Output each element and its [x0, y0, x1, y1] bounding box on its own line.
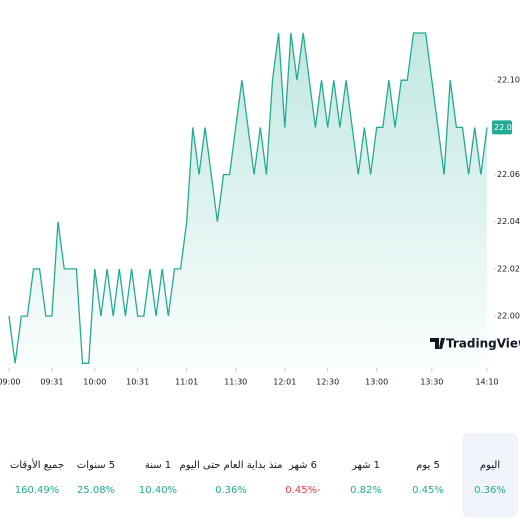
- period[interactable]: 5 يوم 0.45%: [412, 460, 444, 496]
- period[interactable]: 6 شهر 0.45%-: [285, 460, 321, 496]
- y-tick-label: 22.00: [497, 312, 520, 321]
- x-tick-label: 10:31: [126, 378, 149, 387]
- period[interactable]: جميع الأوقات 160.49%: [10, 458, 64, 496]
- x-tick-label: 11:01: [175, 378, 198, 387]
- period-value: 25.08%: [77, 485, 115, 496]
- period-value: 0.45%-: [285, 485, 321, 496]
- x-tick-label: 11:30: [224, 378, 247, 387]
- x-tick-label: 13:00: [365, 378, 388, 387]
- period-value: 0.82%: [350, 485, 382, 496]
- period[interactable]: اليوم 0.36%: [462, 433, 518, 517]
- period-label: منذ بداية العام حتى اليوم: [180, 460, 283, 471]
- period-value: 160.49%: [15, 485, 60, 496]
- period-label: 1 سنة: [145, 460, 171, 471]
- period-label: 5 سنوات: [77, 460, 115, 471]
- period-label: 6 شهر: [288, 460, 317, 471]
- period[interactable]: 1 سنة 10.40%: [139, 460, 177, 496]
- y-tick-label: 22.04: [497, 217, 520, 226]
- x-tick-label: 13:30: [420, 378, 443, 387]
- period-value: 0.45%: [412, 485, 444, 496]
- period-selected-bg: [462, 433, 518, 517]
- y-tick-label: 22.10: [497, 76, 520, 85]
- watermark: TradingView: [446, 337, 520, 351]
- logo: TradingView: [430, 337, 520, 351]
- x-tick-label: 09:00: [0, 378, 21, 387]
- period-value: 0.36%: [215, 485, 247, 496]
- area: [9, 33, 487, 368]
- y-tick-label: 22.02: [497, 264, 520, 273]
- period-label: جميع الأوقات: [10, 458, 64, 471]
- period-value: 0.36%: [474, 485, 506, 496]
- price-line: [8, 32, 488, 364]
- period[interactable]: 5 سنوات 25.08%: [77, 460, 115, 496]
- x-tick-label: 12:30: [316, 378, 339, 387]
- x-tick-label: 09:31: [40, 378, 63, 387]
- period-label: اليوم: [480, 460, 500, 471]
- last-value-label: 22.08: [494, 123, 517, 132]
- period-label: 5 يوم: [416, 460, 440, 471]
- last-value-box: [492, 120, 512, 135]
- x-tick-label: 12:01: [273, 378, 296, 387]
- period[interactable]: 1 شهر 0.82%: [350, 460, 382, 496]
- period[interactable]: منذ بداية العام حتى اليوم 0.36%: [180, 460, 283, 496]
- x-tick-label: 10:00: [83, 378, 106, 387]
- x-tick-label: 14:10: [475, 378, 498, 387]
- y-tick-label: 22.06: [497, 170, 520, 179]
- period-value: 10.40%: [139, 485, 177, 496]
- period-label: 1 شهر: [351, 460, 380, 471]
